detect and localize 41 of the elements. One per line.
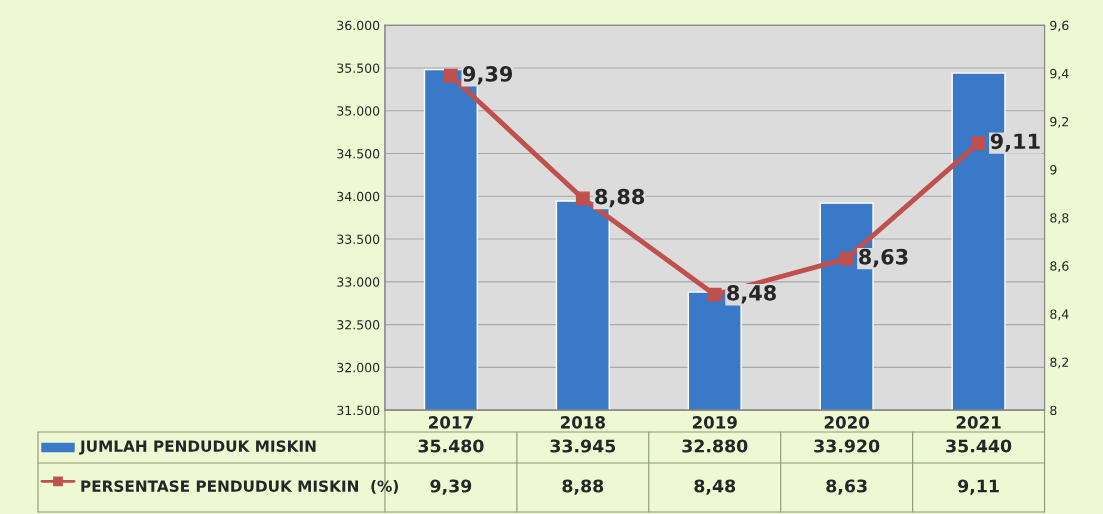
y2-tick-label: 9,2 xyxy=(1050,116,1069,128)
y-tick-label: 34.000 xyxy=(337,191,380,202)
data-label: 33.945 xyxy=(550,439,616,453)
y-tick-label: 36.000 xyxy=(337,20,380,31)
text: 9,39 xyxy=(463,66,513,85)
legend-label: PERSENTASE PENDUDUK MISKIN (%) xyxy=(81,480,398,494)
y-tick-label: 33.500 xyxy=(337,234,380,244)
data-label: 33.920 xyxy=(814,439,880,453)
y2-tick-label: 8,6 xyxy=(1050,261,1069,272)
y-tick-label: 35.500 xyxy=(337,63,380,73)
text: 8,48 xyxy=(727,284,776,304)
y2-tick-label: 9 xyxy=(1050,165,1057,175)
y2-tick-label: 8,2 xyxy=(1050,357,1069,369)
y-tick-label: 32.000 xyxy=(337,362,380,373)
data-label: 8,48 xyxy=(694,479,736,495)
data-label: 35.440 xyxy=(946,439,1012,453)
y-tick-label: 35.000 xyxy=(337,106,380,116)
legend-label: JUMLAH PENDUDUK MISKIN xyxy=(79,440,316,455)
x-tick-label: 2021 xyxy=(956,416,1001,429)
y-tick-label: 34.500 xyxy=(337,148,380,159)
text: 9,11 xyxy=(990,133,1040,152)
data-label: 9,11 xyxy=(958,479,999,495)
y2-tick-label: 8,4 xyxy=(1050,309,1069,321)
data-label: 35.480 xyxy=(418,439,484,453)
y-tick-label: 31.500 xyxy=(337,405,380,416)
y2-tick-label: 9,4 xyxy=(1050,68,1069,80)
y2-tick-label: 8 xyxy=(1050,405,1057,416)
data-label: 9,39 xyxy=(430,479,472,495)
y2-tick-label: 8,8 xyxy=(1050,213,1069,224)
data-label: 8,88 xyxy=(562,479,604,495)
y-tick-label: 32.500 xyxy=(337,320,380,330)
x-tick-label: 2018 xyxy=(560,416,605,429)
text: 8,88 xyxy=(595,188,645,208)
x-tick-label: 2020 xyxy=(824,416,870,429)
x-tick-label: 2017 xyxy=(429,416,473,429)
text: 8,63 xyxy=(859,248,908,268)
y-tick-label: 33.000 xyxy=(337,277,380,287)
y2-tick-label: 9,6 xyxy=(1050,20,1069,32)
x-tick-label: 2019 xyxy=(692,416,737,429)
data-label: 8,63 xyxy=(826,479,867,495)
data-label: 32.880 xyxy=(682,439,748,453)
